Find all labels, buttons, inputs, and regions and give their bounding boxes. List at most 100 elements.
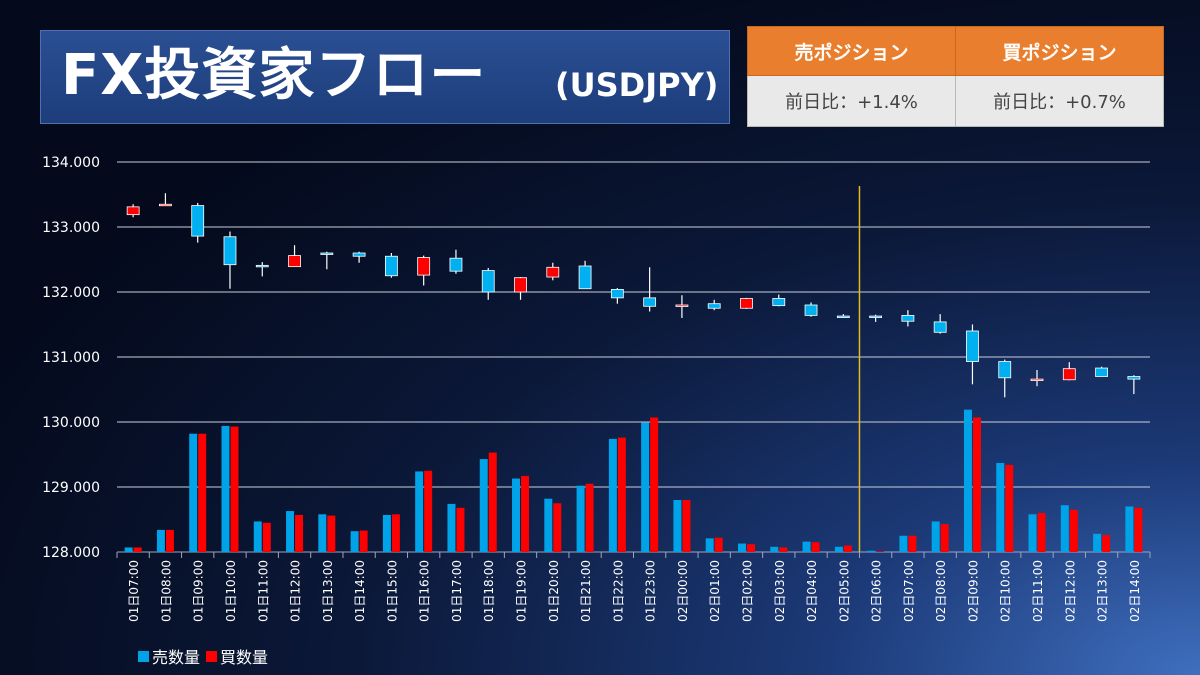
x-tick-label: 01日21:00 [579,560,593,622]
y-tick-label: 134.000 [42,155,100,171]
candle-body [902,315,914,321]
candle-body [740,299,752,309]
x-tick-label: 01日13:00 [321,560,335,622]
candle-body [773,299,785,306]
candle-body [805,305,817,315]
buy-volume-bar [134,547,142,552]
buy-volume-bar [779,547,787,552]
sell-volume-bar [932,521,940,552]
buy-volume-bar [295,515,303,552]
sell-volume-bar [157,530,165,552]
sell-volume-bar [609,439,617,552]
x-tick-label: 02日07:00 [902,560,916,622]
buy-volume-bar [424,471,432,552]
x-tick-label: 02日13:00 [1096,560,1110,622]
candle-body [644,298,656,306]
candle-body [708,304,720,309]
x-tick-label: 01日10:00 [224,560,238,622]
buy-volume-bar [392,514,400,552]
x-tick-label: 02日01:00 [708,560,722,622]
buy-volume-bar [198,434,206,552]
y-tick-label: 132.000 [42,285,100,301]
candle-body [482,271,494,292]
x-tick-label: 02日03:00 [773,560,787,622]
buy-volume-bar [1005,465,1013,552]
x-tick-label: 01日22:00 [611,560,625,622]
x-tick-label: 01日16:00 [418,560,432,622]
x-tick-label: 02日12:00 [1063,560,1077,622]
sell-volume-bar [577,486,585,552]
x-tick-label: 02日05:00 [837,560,851,622]
sell-volume-bar [738,544,746,552]
candle-body [127,207,139,215]
sell-volume-bar [254,521,262,552]
sell-volume-bar [351,531,359,552]
buy-volume-bar [812,542,820,552]
buy-volume-bar [1070,510,1078,552]
y-tick-label: 133.000 [42,220,100,236]
sell-volume-bar [770,547,778,552]
legend-label-buy: 買数量 [220,644,268,668]
candle-body [676,305,688,307]
x-tick-label: 01日15:00 [385,560,399,622]
buy-volume-bar [489,453,497,552]
sell-volume-bar [1029,514,1037,552]
x-tick-label: 01日14:00 [353,560,367,622]
candle-body [1063,369,1075,380]
buy-volume-bar [456,508,464,552]
x-tick-label: 01日18:00 [482,560,496,622]
buy-volume-bar [521,476,529,552]
buy-volume-bar [1038,513,1046,552]
x-tick-label: 01日08:00 [159,560,173,622]
candle-body [934,322,946,332]
sell-volume-bar [512,479,520,552]
sell-volume-bar [899,536,907,552]
x-tick-label: 02日14:00 [1128,560,1142,622]
buy-volume-bar [1102,535,1110,552]
legend-item-buy: 買数量 [206,644,268,668]
buy-volume-bar [553,503,561,552]
sell-volume-bar [673,500,681,552]
sell-volume-bar [996,463,1004,552]
sell-volume-bar [706,538,714,552]
buy-volume-bar [844,546,852,553]
candle-body [515,278,527,292]
buy-volume-bar [166,530,174,552]
candle-body [966,331,978,362]
buy-volume-bar [682,500,690,552]
candle-body [837,316,849,318]
x-tick-label: 01日11:00 [256,560,270,622]
sell-volume-bar [383,515,391,552]
candle-body [418,258,430,276]
x-tick-label: 02日08:00 [934,560,948,622]
x-tick-label: 01日09:00 [192,560,206,622]
candle-body [353,253,365,256]
buy-volume-bar [908,536,916,552]
sell-volume-bar [1125,507,1133,553]
x-tick-label: 02日00:00 [676,560,690,622]
x-tick-label: 01日17:00 [450,560,464,622]
buy-volume-bar [327,516,335,552]
candle-body [1128,377,1140,380]
x-tick-label: 02日06:00 [870,560,884,622]
candle-body [256,265,268,267]
x-tick-label: 02日10:00 [999,560,1013,622]
sell-volume-bar [964,410,972,552]
sell-volume-bar [125,547,133,552]
candle-body [579,266,591,289]
x-tick-label: 02日09:00 [966,560,980,622]
sell-volume-bar [835,547,843,552]
sell-volume-bar [447,504,455,552]
candle-body [159,204,171,206]
buy-volume-bar [586,484,594,552]
buy-volume-bar [941,524,949,552]
x-tick-label: 01日19:00 [515,560,529,622]
candle-body [870,316,882,318]
y-tick-label: 131.000 [42,350,100,366]
sell-volume-bar [318,514,326,552]
buy-volume-bar [360,531,368,552]
legend-swatch-buy [206,651,217,662]
y-tick-label: 129.000 [42,480,100,496]
candle-body [547,267,559,277]
candle-body [192,206,204,237]
